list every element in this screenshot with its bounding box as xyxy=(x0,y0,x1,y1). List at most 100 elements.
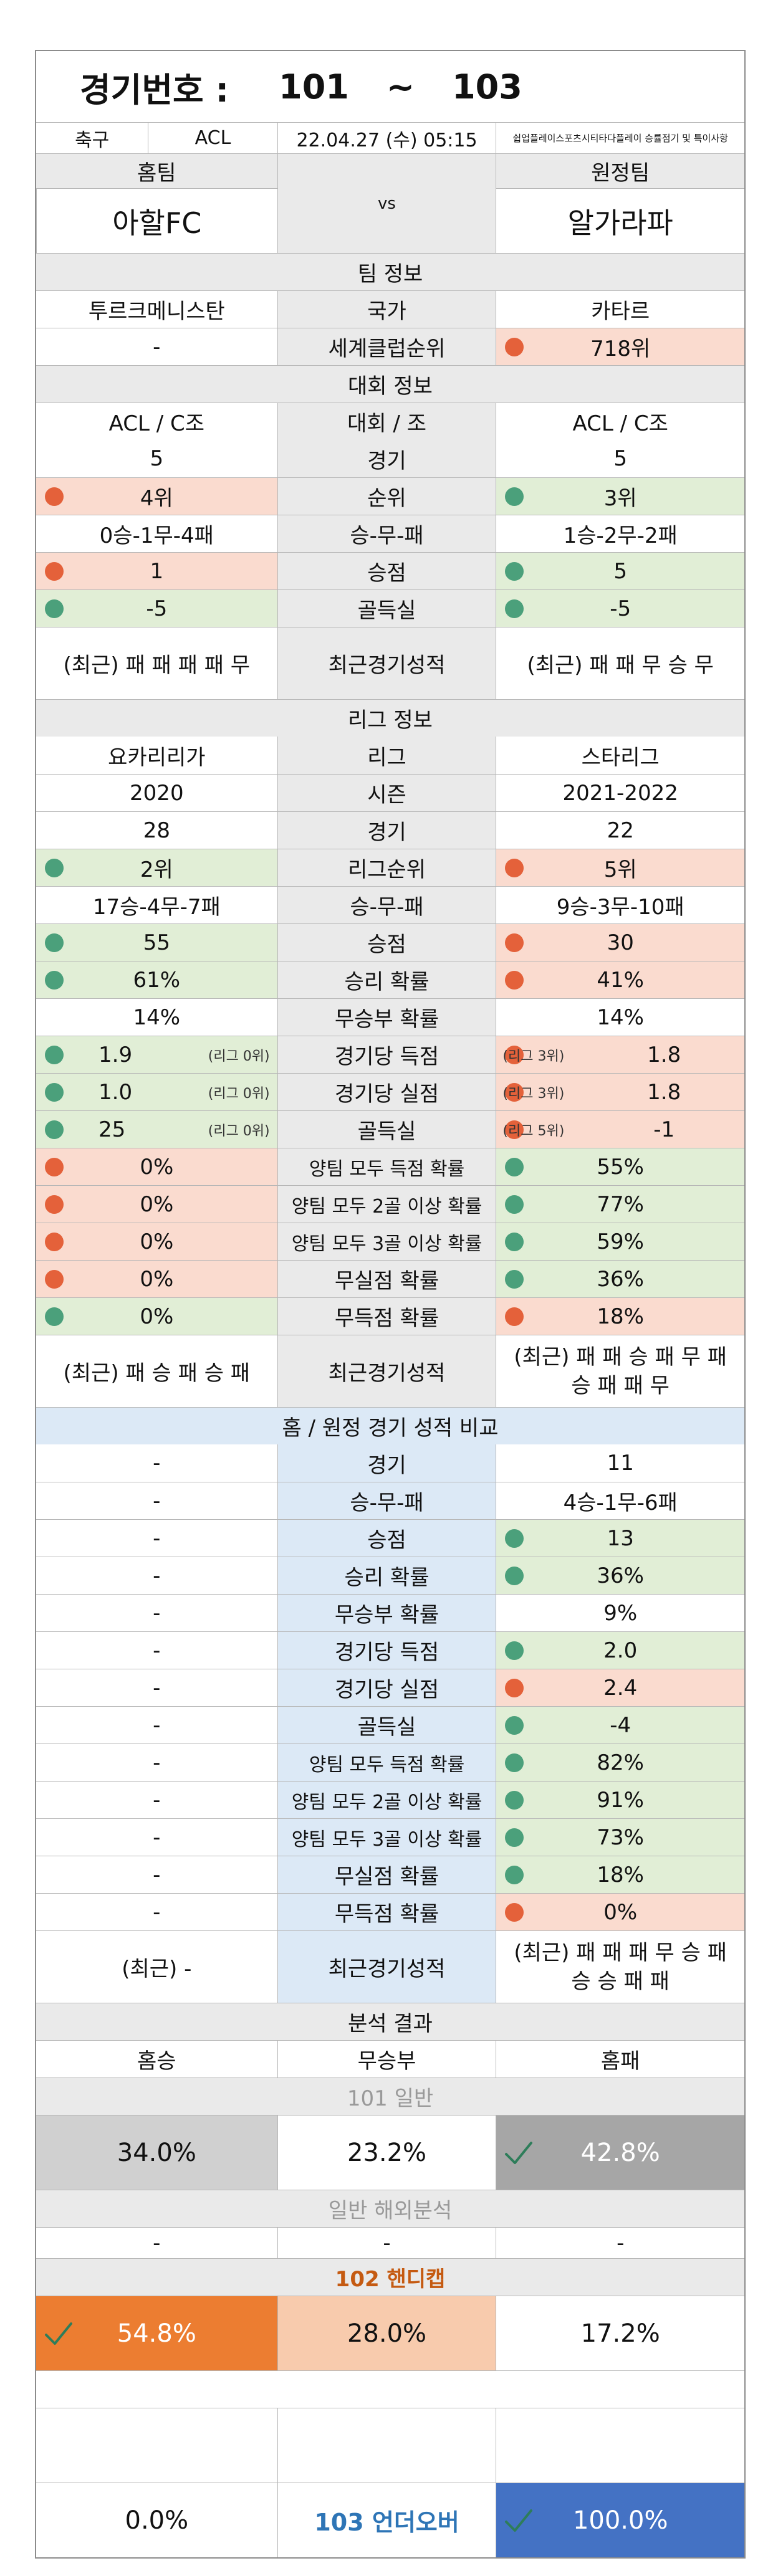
league-away-value: 41% xyxy=(597,967,644,993)
homeaway-away-value: 73% xyxy=(597,1825,644,1850)
homeaway-label: 무득점 확률 xyxy=(277,1894,496,1930)
homeaway-rows: - 경기 11 - 승-무-패 4승-1무-6패 - 승점 13 - 승리 확률 36% - 무승부 확률… xyxy=(36,1444,744,1930)
away-competition-recent: (최근) 패 패 무 승 무 xyxy=(496,627,744,699)
league-row: 0% 양팀 모두 득점 확률 55% xyxy=(36,1148,744,1185)
homeaway-row: - 양팀 모두 2골 이상 확률 91% xyxy=(36,1781,744,1818)
status-dot xyxy=(505,1157,524,1176)
status-dot xyxy=(505,1715,524,1735)
status-dot xyxy=(45,1269,64,1289)
competition-row: 4위 순위 3위 xyxy=(36,477,744,515)
league-home-league-rank-note: (리그 0위) xyxy=(208,1048,270,1064)
league-label: ACL xyxy=(148,123,277,153)
handicap-away: 17.2% xyxy=(496,2296,744,2370)
homeaway-home-value: - xyxy=(153,1787,161,1813)
competition-home-value: -5 xyxy=(146,596,168,621)
competition-home-cell: 1 xyxy=(36,553,277,589)
general-away: 42.8% xyxy=(580,2138,660,2167)
competition-group-row: ACL / C조 대회 / 조 ACL / C조 xyxy=(36,403,744,440)
league-home-value: 요카리리가 xyxy=(108,745,206,770)
league-away-cell: -1 (리그 5위) xyxy=(496,1111,744,1148)
league-away-cell: 5위 xyxy=(496,849,744,886)
homeaway-row: - 승점 13 xyxy=(36,1519,744,1557)
competition-away-cell: 1승-2무-2패 xyxy=(496,515,744,552)
homeaway-away-cell: 73% xyxy=(496,1819,744,1856)
league-away-value: 9승-3무-10패 xyxy=(556,895,684,920)
competition-rows: 5 경기 5 4위 순위 3위 0승-1무-4패 승-무-패 1승-2무-2패 1 승점 5 -5 골득실… xyxy=(36,440,744,627)
league-away-value: 30 xyxy=(607,930,634,955)
homeaway-away-value: 4승-1무-6패 xyxy=(563,1491,678,1515)
status-dot xyxy=(505,1082,524,1102)
league-away-value: 59% xyxy=(597,1229,644,1254)
homeaway-home-cell: - xyxy=(36,1707,277,1744)
over-value: 100.0% xyxy=(572,2506,668,2535)
homeaway-home-value: - xyxy=(153,1488,161,1514)
league-home-value: 0% xyxy=(140,1154,174,1180)
league-row: 0% 양팀 모두 2골 이상 확률 77% xyxy=(36,1185,744,1223)
competition-row: 5 경기 5 xyxy=(36,440,744,477)
homeaway-home-value: - xyxy=(153,1675,161,1701)
homeaway-home-value: - xyxy=(153,1451,161,1476)
league-home-value: 2위 xyxy=(140,857,173,882)
team-info-header: 팀 정보 xyxy=(36,253,744,290)
competition-away-cell: 3위 xyxy=(496,478,744,515)
homeaway-title: 홈 / 원정 경기 성적 비교 xyxy=(282,1416,499,1441)
status-dot xyxy=(45,599,64,618)
homeaway-away-value: -4 xyxy=(610,1712,631,1738)
status-dot xyxy=(45,1045,64,1064)
handicap-home: 54.8% xyxy=(117,2319,196,2348)
status-dot xyxy=(45,561,64,581)
homeaway-row: - 무승부 확률 9% xyxy=(36,1594,744,1631)
competition-home-value: 0승-1무-4패 xyxy=(99,523,214,548)
league-away-cell: 스타리그 xyxy=(496,737,744,774)
away-homeaway-recent: (최근) 패 패 패 무 승 패 승 승 패 패 xyxy=(496,1931,744,2003)
homeaway-home-cell: - xyxy=(36,1782,277,1818)
group-label: 대회 / 조 xyxy=(277,403,496,440)
league-label: 경기당 득점 xyxy=(277,1036,496,1073)
homeaway-label: 무실점 확률 xyxy=(277,1856,496,1893)
competition-header: 대회 정보 xyxy=(36,365,744,403)
status-dot xyxy=(45,1157,64,1176)
league-away-value: 1.8 xyxy=(647,1042,681,1067)
league-label: 무득점 확률 xyxy=(277,1298,496,1335)
homeaway-row: - 무득점 확률 0% xyxy=(36,1893,744,1930)
meta-row: 축구 ACL 22.04.27 (수) 05:15 쉽업플레이스포츠시티타다플레… xyxy=(36,122,744,153)
status-dot xyxy=(45,1195,64,1214)
homeaway-away-value: 11 xyxy=(607,1451,634,1476)
league-row: 55 승점 30 xyxy=(36,923,744,961)
general-row: 34.0% 23.2% 42.8% xyxy=(36,2115,744,2190)
status-dot xyxy=(505,1753,524,1772)
league-label: 시즌 xyxy=(277,775,496,811)
status-dot xyxy=(505,1232,524,1251)
league-home-league-rank-note: (리그 0위) xyxy=(208,1085,270,1102)
homeaway-away-cell: 91% xyxy=(496,1782,744,1818)
vs-label: vs xyxy=(277,154,496,253)
league-home-value: 1.0 xyxy=(98,1079,133,1105)
status-dot xyxy=(505,1678,524,1697)
league-label: 무승부 확률 xyxy=(277,999,496,1036)
league-rows: 요카리리가 리그 스타리그 2020 시즌 2021-2022 28 경기 22 2위 리그순위 5위… xyxy=(36,737,744,1335)
competition-away-cell: 5 xyxy=(496,440,744,477)
overseas-row: - - - xyxy=(36,2227,744,2258)
homeaway-away-cell: 82% xyxy=(496,1744,744,1781)
league-away-cell: 22 xyxy=(496,812,744,849)
status-dot xyxy=(45,1307,64,1326)
disclaimer: 쉽업플레이스포츠시티타다플레이 승률점기 및 특이사항 xyxy=(496,123,744,153)
league-away-cell: 18% xyxy=(496,1298,744,1335)
competition-home-value: 4위 xyxy=(140,486,173,511)
league-home-value: 0% xyxy=(140,1266,174,1292)
general-header: 101 일반 xyxy=(36,2077,744,2115)
recent-label: 최근경기성적 xyxy=(277,1931,496,2003)
league-away-cell: 9승-3무-10패 xyxy=(496,887,744,923)
homeaway-away-value: 91% xyxy=(597,1787,644,1813)
league-home-cell: 0% xyxy=(36,1261,277,1297)
homeaway-home-cell: - xyxy=(36,1595,277,1631)
check-icon xyxy=(45,2322,72,2345)
competition-away-cell: -5 xyxy=(496,590,744,627)
overseas-title: 일반 해외분석 xyxy=(328,2198,453,2223)
blank-row xyxy=(36,2408,744,2483)
homeaway-away-value: 2.0 xyxy=(603,1638,638,1663)
status-dot xyxy=(505,337,524,356)
homeaway-home-cell: - xyxy=(36,1632,277,1669)
league-row: 0% 양팀 모두 3골 이상 확률 59% xyxy=(36,1223,744,1260)
away-country: 카타르 xyxy=(496,291,744,328)
